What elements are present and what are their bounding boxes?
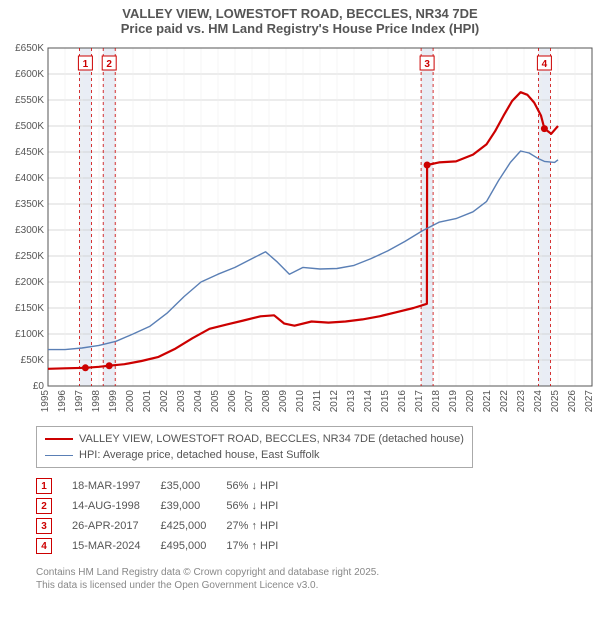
svg-text:4: 4 — [542, 59, 548, 70]
legend-swatch — [45, 455, 73, 456]
sales-row: 4 15-MAR-2024£495,00017% ↑ HPI — [36, 536, 298, 556]
sale-price: £35,000 — [160, 476, 226, 496]
svg-text:£300K: £300K — [15, 225, 44, 236]
svg-text:2006: 2006 — [227, 390, 238, 413]
legend-label: HPI: Average price, detached house, East… — [79, 449, 320, 461]
svg-text:1: 1 — [83, 59, 89, 70]
sales-row: 1 18-MAR-1997£35,00056% ↓ HPI — [36, 476, 298, 496]
legend-item: HPI: Average price, detached house, East… — [45, 447, 464, 463]
sale-marker: 1 — [36, 478, 52, 494]
attribution-footer: Contains HM Land Registry data © Crown c… — [36, 566, 600, 592]
svg-text:2013: 2013 — [346, 390, 357, 413]
svg-text:1999: 1999 — [108, 390, 119, 413]
svg-text:£150K: £150K — [15, 303, 44, 314]
svg-text:1997: 1997 — [74, 390, 85, 413]
sale-marker: 3 — [36, 518, 52, 534]
chart-title-block: VALLEY VIEW, LOWESTOFT ROAD, BECCLES, NR… — [0, 0, 600, 40]
sale-marker: 4 — [36, 538, 52, 554]
svg-text:3: 3 — [424, 59, 430, 70]
title-line-1: VALLEY VIEW, LOWESTOFT ROAD, BECCLES, NR… — [0, 6, 600, 21]
svg-text:2019: 2019 — [448, 390, 459, 413]
svg-text:2027: 2027 — [584, 390, 595, 413]
legend-label: VALLEY VIEW, LOWESTOFT ROAD, BECCLES, NR… — [79, 433, 464, 445]
svg-text:2003: 2003 — [176, 390, 187, 413]
svg-text:£550K: £550K — [15, 95, 44, 106]
sale-date: 14-AUG-1998 — [72, 496, 160, 516]
svg-text:2022: 2022 — [499, 390, 510, 413]
svg-text:2017: 2017 — [414, 390, 425, 413]
svg-text:1998: 1998 — [91, 390, 102, 413]
sale-price: £495,000 — [160, 536, 226, 556]
svg-text:2011: 2011 — [312, 390, 323, 412]
svg-text:2009: 2009 — [278, 390, 289, 413]
svg-text:2020: 2020 — [465, 390, 476, 413]
svg-text:£100K: £100K — [15, 329, 44, 340]
svg-text:2007: 2007 — [244, 390, 255, 413]
svg-text:2: 2 — [106, 59, 112, 70]
footer-line-2: This data is licensed under the Open Gov… — [36, 579, 600, 592]
svg-text:2000: 2000 — [125, 390, 136, 413]
svg-text:£200K: £200K — [15, 277, 44, 288]
svg-text:2021: 2021 — [482, 390, 493, 413]
title-line-2: Price paid vs. HM Land Registry's House … — [0, 21, 600, 36]
svg-text:£450K: £450K — [15, 147, 44, 158]
svg-text:2001: 2001 — [142, 390, 153, 413]
sale-marker: 2 — [36, 498, 52, 514]
svg-text:2025: 2025 — [550, 390, 561, 413]
legend-swatch — [45, 438, 73, 440]
price-chart: £0£50K£100K£150K£200K£250K£300K£350K£400… — [0, 40, 600, 420]
svg-text:£50K: £50K — [21, 355, 45, 366]
svg-text:2008: 2008 — [261, 390, 272, 413]
chart-container: £0£50K£100K£150K£200K£250K£300K£350K£400… — [0, 40, 600, 420]
sale-delta: 17% ↑ HPI — [226, 536, 298, 556]
sales-table: 1 18-MAR-1997£35,00056% ↓ HPI 2 14-AUG-1998… — [36, 476, 298, 556]
svg-text:2014: 2014 — [363, 390, 374, 413]
svg-text:1995: 1995 — [40, 390, 51, 413]
svg-text:2005: 2005 — [210, 390, 221, 413]
svg-text:£500K: £500K — [15, 121, 44, 132]
svg-text:£650K: £650K — [15, 43, 44, 54]
svg-text:2004: 2004 — [193, 390, 204, 413]
sale-date: 15-MAR-2024 — [72, 536, 160, 556]
svg-text:£350K: £350K — [15, 199, 44, 210]
sales-row: 3 26-APR-2017£425,00027% ↑ HPI — [36, 516, 298, 536]
svg-text:2016: 2016 — [397, 390, 408, 413]
svg-text:2018: 2018 — [431, 390, 442, 413]
svg-text:2023: 2023 — [516, 390, 527, 413]
svg-text:£400K: £400K — [15, 173, 44, 184]
sale-price: £425,000 — [160, 516, 226, 536]
svg-text:2024: 2024 — [533, 390, 544, 413]
svg-text:2010: 2010 — [295, 390, 306, 413]
legend-item: VALLEY VIEW, LOWESTOFT ROAD, BECCLES, NR… — [45, 431, 464, 447]
sale-price: £39,000 — [160, 496, 226, 516]
svg-text:2026: 2026 — [567, 390, 578, 413]
svg-text:£250K: £250K — [15, 251, 44, 262]
svg-text:1996: 1996 — [57, 390, 68, 413]
sale-delta: 56% ↓ HPI — [226, 476, 298, 496]
sale-delta: 56% ↓ HPI — [226, 496, 298, 516]
sales-row: 2 14-AUG-1998£39,00056% ↓ HPI — [36, 496, 298, 516]
footer-line-1: Contains HM Land Registry data © Crown c… — [36, 566, 600, 579]
sale-date: 26-APR-2017 — [72, 516, 160, 536]
svg-text:2012: 2012 — [329, 390, 340, 413]
sale-delta: 27% ↑ HPI — [226, 516, 298, 536]
sale-date: 18-MAR-1997 — [72, 476, 160, 496]
svg-text:2015: 2015 — [380, 390, 391, 413]
legend: VALLEY VIEW, LOWESTOFT ROAD, BECCLES, NR… — [36, 426, 473, 468]
svg-text:£600K: £600K — [15, 69, 44, 80]
svg-text:2002: 2002 — [159, 390, 170, 413]
